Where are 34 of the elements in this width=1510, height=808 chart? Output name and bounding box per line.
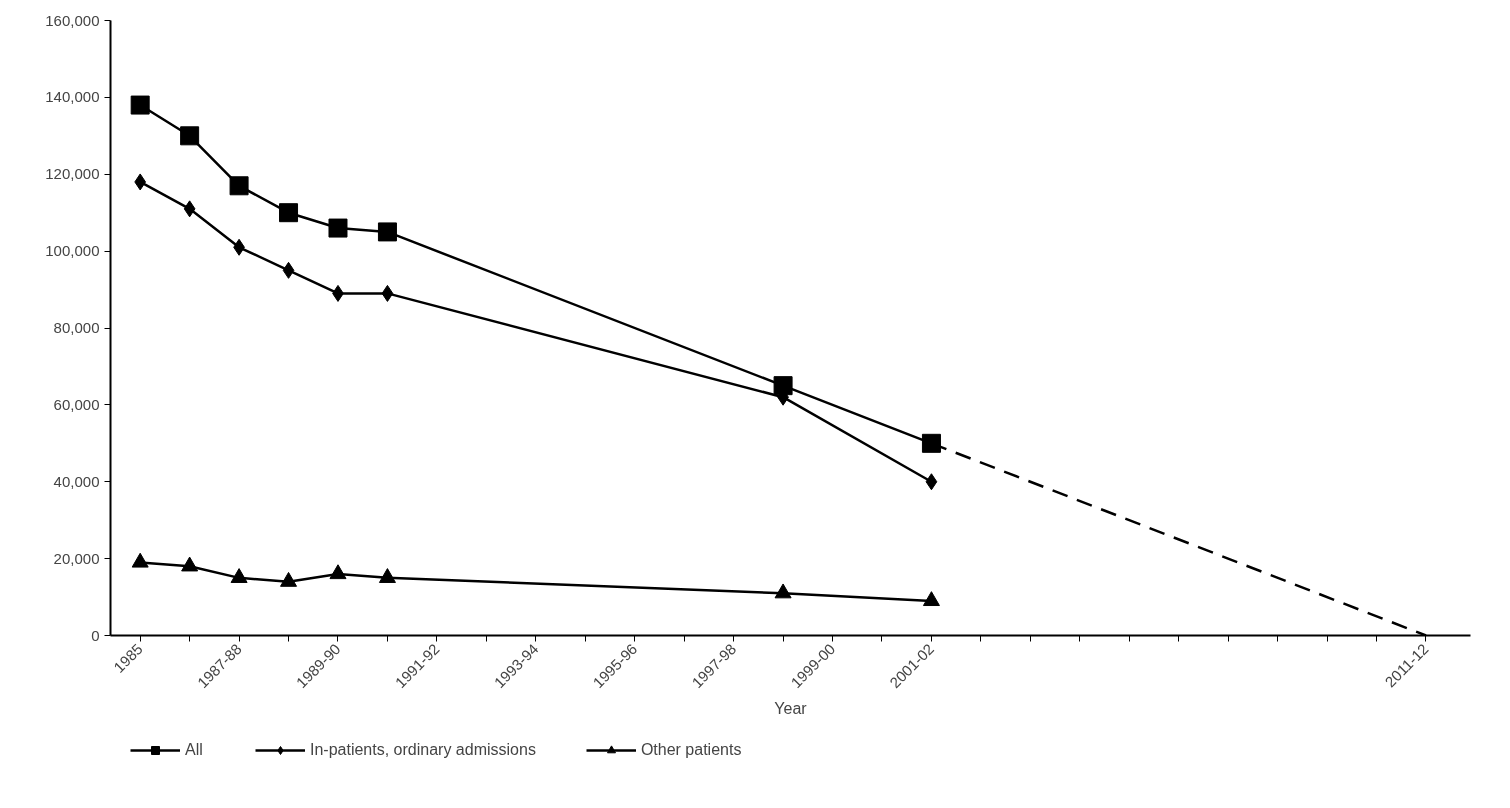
point	[377, 222, 397, 242]
y-tick-label: 60,000	[53, 395, 100, 413]
point	[230, 568, 248, 583]
point	[378, 568, 396, 583]
point	[181, 556, 199, 572]
point	[922, 591, 940, 607]
x-axis-title: Year	[774, 700, 808, 718]
y-tick-label: 140,000	[45, 88, 100, 106]
point	[183, 200, 196, 218]
legend-label: Other patients	[640, 741, 742, 759]
y-tick-label: 100,000	[45, 242, 100, 260]
y-tick-label: 20,000	[53, 549, 100, 567]
point	[773, 376, 793, 396]
point	[134, 173, 147, 191]
y-tick-label: 0	[91, 626, 100, 644]
point	[279, 203, 299, 223]
point	[282, 261, 295, 279]
legend-label: In-patients, ordinary admissions	[310, 741, 536, 759]
point	[280, 571, 298, 587]
point	[229, 176, 249, 196]
point	[921, 433, 941, 453]
point	[328, 218, 348, 238]
point	[131, 552, 149, 568]
point	[329, 564, 347, 580]
y-tick-label: 160,000	[45, 11, 100, 29]
y-tick-label: 80,000	[53, 319, 100, 336]
point	[381, 284, 394, 302]
point	[180, 126, 200, 146]
point	[774, 583, 792, 599]
point	[130, 95, 150, 115]
y-tick-label: 120,000	[45, 165, 100, 183]
point	[925, 473, 938, 491]
legend-label: All	[185, 741, 204, 759]
y-tick-label: 40,000	[53, 472, 100, 490]
